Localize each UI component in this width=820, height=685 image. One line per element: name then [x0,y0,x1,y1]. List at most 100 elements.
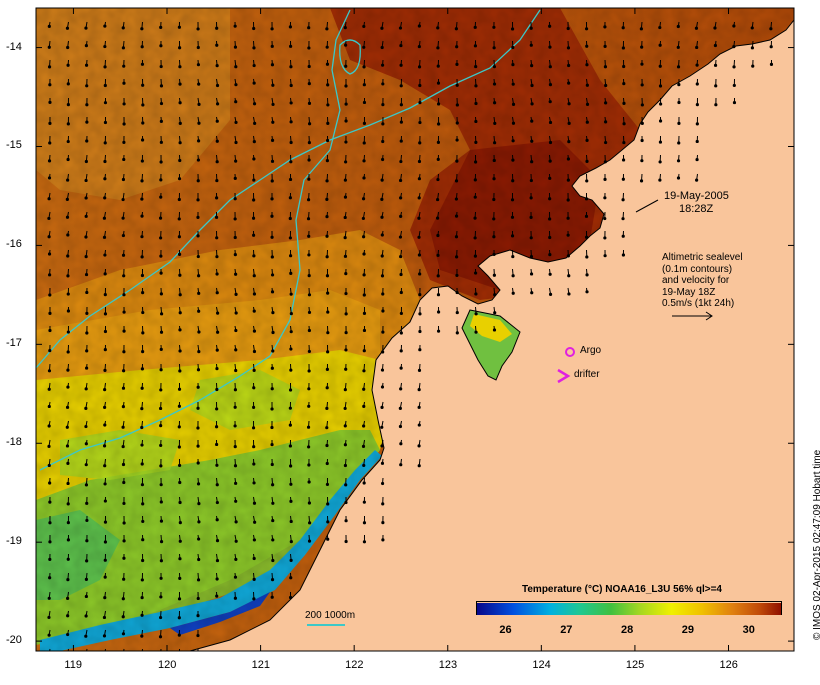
velocity-arrow-head [770,28,772,30]
velocity-arrow-head [104,45,106,47]
velocity-arrow-head [549,236,551,238]
velocity-arrow-head [344,196,346,198]
velocity-arrow-head [567,217,569,219]
lat-tick-label: -16 [6,238,22,250]
velocity-arrow-head [289,178,291,180]
velocity-arrow-head [216,484,218,486]
velocity-arrow-head [253,482,255,484]
isobath-scale-label: 200 1000m [305,610,355,621]
velocity-arrow-head [49,522,51,524]
velocity-arrow-head [327,538,329,540]
velocity-arrow-head [363,522,365,524]
velocity-arrow-head [493,159,495,161]
velocity-arrow-head [493,218,495,220]
velocity-arrow-head [289,424,291,426]
velocity-arrow-head [86,104,88,106]
velocity-arrow-head [123,557,125,559]
velocity-arrow-head [586,256,588,258]
colorbar-tick-label: 30 [743,624,755,636]
velocity-arrow-head [142,520,144,522]
velocity-arrow-head [381,406,383,408]
velocity-arrow-head [122,198,124,200]
velocity-arrow-head [381,27,383,29]
velocity-arrow-head [512,83,514,85]
velocity-arrow-head [49,482,51,484]
velocity-arrow-head [549,273,551,275]
velocity-arrow-head [67,539,69,541]
velocity-arrow-head [272,84,274,86]
velocity-arrow-head [400,64,402,66]
velocity-arrow-head [85,45,87,47]
velocity-arrow-head [455,236,457,238]
velocity-arrow-head [49,312,51,314]
velocity-arrow-head [104,121,106,123]
velocity-arrow-head [123,540,125,542]
velocity-arrow-head [104,406,106,408]
velocity-arrow-head [436,217,438,219]
velocity-arrow-head [585,236,587,238]
velocity-arrow-head [253,27,255,29]
velocity-arrow-head [605,84,607,86]
velocity-arrow-head [290,45,292,47]
velocity-arrow-head [456,84,458,86]
velocity-arrow-head [363,501,365,503]
velocity-arrow-head [85,236,87,238]
velocity-arrow-head [67,310,69,312]
velocity-arrow-head [48,634,50,636]
velocity-arrow-head [677,25,679,27]
velocity-arrow-head [715,85,717,87]
velocity-arrow-head [104,102,106,104]
velocity-arrow-head [345,313,347,315]
velocity-arrow-head [400,273,402,275]
velocity-arrow-head [160,120,162,122]
velocity-arrow-head [289,445,291,447]
velocity-arrow-head [216,179,218,181]
velocity-arrow-head [751,27,753,29]
velocity-arrow-head [345,332,347,334]
velocity-arrow-head [604,161,606,163]
velocity-arrow-head [568,293,570,295]
velocity-arrow-head [216,368,218,370]
velocity-arrow-head [216,273,218,275]
velocity-arrow-head [308,27,310,29]
velocity-arrow-head [308,350,310,352]
velocity-arrow-head [568,103,570,105]
velocity-arrow-head [400,85,402,87]
velocity-arrow-head [327,351,329,353]
lat-tick-label: -17 [6,337,22,349]
velocity-arrow-head [604,178,606,180]
velocity-arrow-head [456,122,458,124]
velocity-arrow-head [455,198,457,200]
velocity-arrow-head [549,293,551,295]
velocity-arrow-head [178,426,180,428]
velocity-arrow-head [160,560,162,562]
velocity-arrow-head [677,46,679,48]
velocity-arrow-head [363,274,365,276]
velocity-arrow-head [234,177,236,179]
velocity-arrow-head [493,66,495,68]
velocity-arrow-head [400,255,402,257]
velocity-arrow-head [197,427,199,429]
velocity-arrow-head [437,294,439,296]
velocity-arrow-head [530,216,532,218]
velocity-arrow-head [568,141,570,143]
velocity-arrow-head [271,367,273,369]
velocity-arrow-head [549,253,551,255]
velocity-arrow-head [308,388,310,390]
velocity-arrow-head [49,501,51,503]
velocity-arrow-head [103,217,105,219]
velocity-arrow-head [178,178,180,180]
velocity-arrow-head [549,141,551,143]
velocity-arrow-head [123,123,125,125]
velocity-arrow-head [418,160,420,162]
velocity-arrow-head [733,84,735,86]
velocity-arrow-head [530,237,532,239]
velocity-arrow-head [622,218,624,220]
velocity-arrow-head [326,483,328,485]
velocity-arrow-head [344,255,346,257]
velocity-arrow-head [494,312,496,314]
velocity-arrow-head [714,64,716,66]
velocity-arrow-head [455,28,457,30]
velocity-arrow-head [179,274,181,276]
velocity-arrow-head [235,273,237,275]
